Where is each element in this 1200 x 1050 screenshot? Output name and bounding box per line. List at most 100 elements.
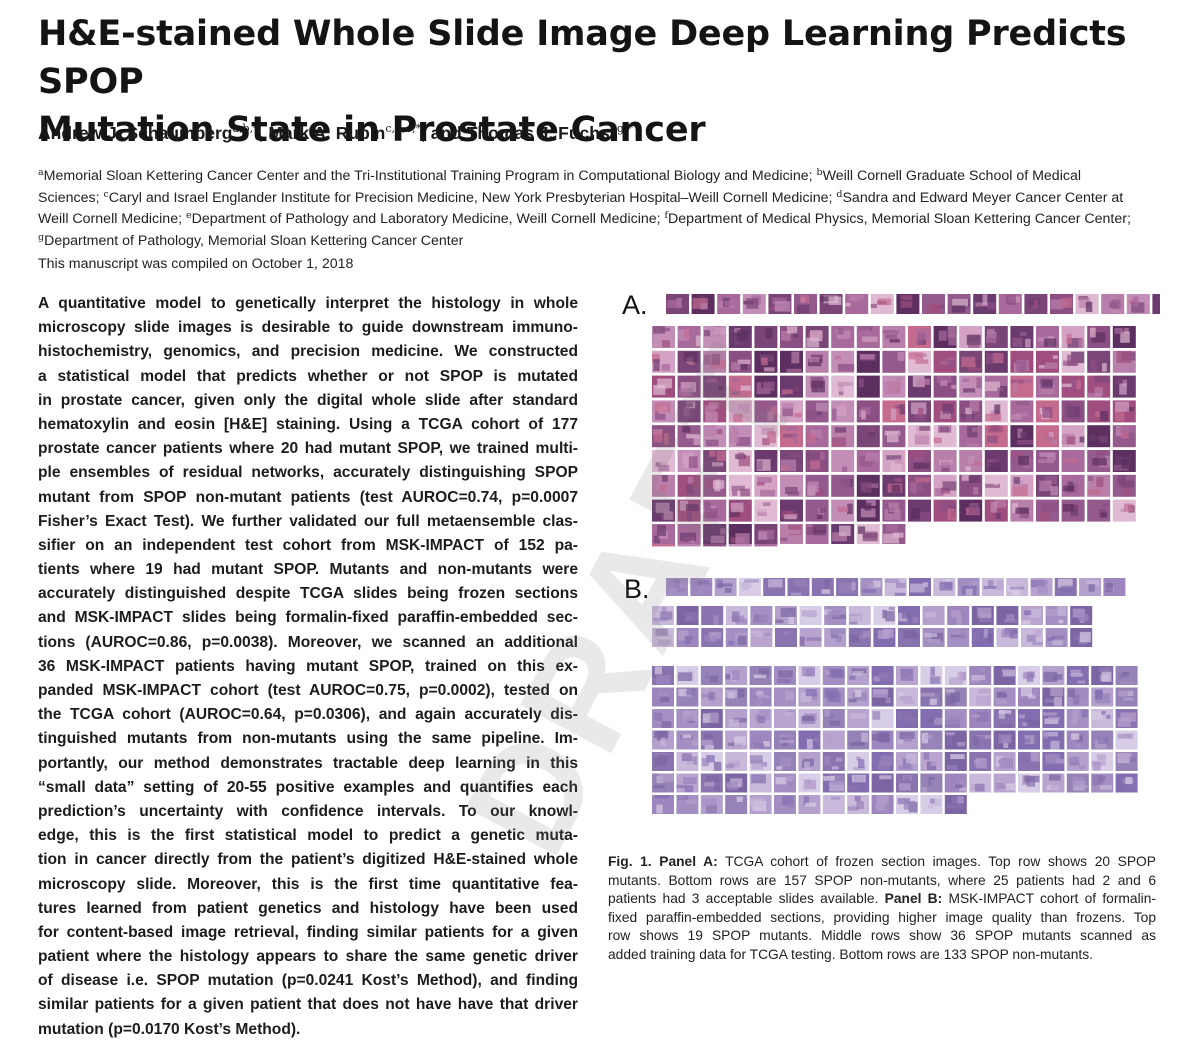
panel-a-mutant-tile xyxy=(794,294,817,314)
panel-a-nonmutant-tile xyxy=(882,499,906,522)
panel-a-nonmutant-tile xyxy=(652,400,675,423)
panel-a-nonmutant-tile xyxy=(933,474,957,497)
panel-a-mutant-tile xyxy=(973,294,997,314)
panel-a-nonmutant-tile xyxy=(1112,350,1136,373)
panel-b-nonmutant-tile xyxy=(676,752,699,771)
panel-a-nonmutant-tile xyxy=(959,499,983,522)
panel-a-nonmutant-tile xyxy=(754,524,778,544)
abstract-line: microscopy slide images is desirable to … xyxy=(38,319,578,337)
panel-b-nonmutant-tile xyxy=(774,773,796,793)
panel-a-nonmutant-tile xyxy=(703,375,727,398)
panel-a-nonmutant-tile xyxy=(984,499,1008,522)
panel-a-nonmutant-tile xyxy=(1010,474,1034,497)
caption-text: MSK-IMPACT cohort of formalin- xyxy=(942,891,1156,906)
panel-b-mutant-tile xyxy=(909,578,931,596)
figure-caption: Fig. 1. Panel A: TCGA cohort of frozen s… xyxy=(608,853,1156,964)
panel-a-nonmutant-tile xyxy=(856,499,880,522)
panel-a-nonmutant-tile xyxy=(780,400,803,423)
author-affiliation-marker: f,g,* xyxy=(609,122,633,135)
panel-a-nonmutant-tile xyxy=(754,350,778,373)
panel-a-nonmutant-tile xyxy=(908,400,931,423)
panel-b-nonmutant-tile xyxy=(774,666,796,685)
panel-a-nonmutant-tile xyxy=(677,499,701,522)
panel-a-nonmutant-tile xyxy=(1010,326,1034,348)
caption-text: patients had 3 acceptable slides availab… xyxy=(608,891,885,906)
panel-a-mutant-tile xyxy=(1075,294,1099,314)
panel-a-nonmutant-tile xyxy=(908,375,931,398)
abstract-line: panded MSK-IMPACT cohort (test AUROC=0.7… xyxy=(38,682,578,699)
panel-b-nonmutant-tile xyxy=(774,730,796,750)
panel-b-nonmutant-tile xyxy=(676,730,699,750)
panel-b-nonmutant-tile xyxy=(1091,666,1114,685)
abstract-line: microscopy slide. Moreover, this is the … xyxy=(38,875,578,893)
panel-a-nonmutant-tile xyxy=(856,400,880,423)
panel-a-nonmutant-tile xyxy=(1036,400,1059,423)
abstract-line: a statistical model that predicts whethe… xyxy=(38,367,578,385)
panel-b-nonmutant-tile xyxy=(1115,773,1138,793)
abstract-line: patient where the histology appears to s… xyxy=(38,948,578,966)
panel-a-nonmutant-tile xyxy=(856,326,880,348)
panel-a-nonmutant-tile xyxy=(1010,350,1034,373)
panel-a-nonmutant-tile xyxy=(677,326,701,348)
panel-b-nonmutant-tile xyxy=(749,795,772,814)
panel-b-added-mutant-tile xyxy=(824,606,847,625)
affiliation-marker: c xyxy=(103,188,109,200)
panel-b-nonmutant-tile xyxy=(822,709,845,728)
abstract-line: similar patients for a given patient tha… xyxy=(38,996,578,1014)
panel-b-nonmutant-tile xyxy=(1066,773,1089,793)
panel-a-nonmutant-tile xyxy=(703,450,727,472)
panel-b-nonmutant-tile xyxy=(652,709,674,728)
panel-a-nonmutant-tile xyxy=(1087,350,1111,373)
panel-a-nonmutant-tile xyxy=(652,450,675,472)
panel-b-added-mutant-tile xyxy=(676,606,699,625)
panel-a-nonmutant-tile xyxy=(780,450,803,472)
panel-b-added-mutant-tile xyxy=(996,628,1019,647)
panel-b-added-mutant-tile xyxy=(971,628,994,647)
panel-a-nonmutant-tile xyxy=(882,350,906,373)
panel-b-nonmutant-tile xyxy=(896,752,918,771)
panel-b-nonmutant-tile xyxy=(920,730,943,750)
panel-a-nonmutant-tile xyxy=(754,425,778,448)
abstract-line: 36 MSK-IMPACT patients having mutant SPO… xyxy=(38,657,578,675)
panel-a-nonmutant-tile xyxy=(652,326,675,348)
panel-b-mutant-tile xyxy=(763,578,786,596)
abstract-line: the TCGA cohort (AUROC=0.64, p=0.0306), … xyxy=(38,706,578,724)
panel-a-nonmutant-tile xyxy=(959,450,983,472)
panel-a-nonmutant-tile xyxy=(652,524,675,544)
panel-b-nonmutant-tile xyxy=(847,730,870,750)
abstract-line: for content-based image retrieval, findi… xyxy=(38,923,578,941)
panel-a-nonmutant-tile xyxy=(805,450,829,472)
panel-b-nonmutant-tile xyxy=(1018,730,1040,750)
panel-a-nonmutant-tile xyxy=(1061,350,1085,373)
abstract-line: tinguished mutants from non-mutants usin… xyxy=(38,730,578,748)
panel-b-nonmutant-tile xyxy=(1091,709,1114,728)
panel-b-nonmutant-tile xyxy=(798,687,821,707)
panel-b-mutant-tile xyxy=(981,578,1004,596)
abstract-line: of disease i.e. SPOP mutation (p=0.0241 … xyxy=(38,972,578,990)
panel-a-mutant-tile xyxy=(691,294,715,314)
panel-b-nonmutant-tile xyxy=(871,795,894,814)
panel-b-nonmutant-tile xyxy=(871,752,894,771)
panel-b-nonmutant-tile xyxy=(1091,773,1114,793)
panel-b-nonmutant-tile xyxy=(1115,687,1138,707)
panel-b-added-mutant-tile xyxy=(701,606,724,625)
panel-b-nonmutant-tile xyxy=(896,666,918,685)
panel-b-nonmutant-tile xyxy=(871,709,894,728)
panel-b-added-mutant-tile xyxy=(750,606,773,625)
panel-b-nonmutant-tile xyxy=(920,687,943,707)
panel-a-nonmutant-tile xyxy=(677,350,701,373)
caption-line: added training data for TCGA testing. Bo… xyxy=(608,946,1156,965)
caption-text: mutants. Bottom rows are 157 SPOP non-mu… xyxy=(608,872,1156,888)
panel-a-nonmutant-tile xyxy=(1087,450,1111,472)
affiliation-text: Department of Pathology and Laboratory M… xyxy=(191,211,665,228)
panel-a-nonmutant-tile xyxy=(728,400,752,423)
panel-b-nonmutant-tile xyxy=(1042,730,1065,750)
panel-a-nonmutant-tile xyxy=(728,350,752,373)
panel-b-nonmutant-tile xyxy=(920,773,943,793)
panel-a-nonmutant-tile xyxy=(831,524,855,544)
panel-a-nonmutant-tile xyxy=(754,474,778,497)
panel-a-nonmutant-tile xyxy=(652,499,675,522)
panel-a-nonmutant-tile xyxy=(908,474,931,497)
panel-a-nonmutant-tile xyxy=(703,425,727,448)
panel-b-nonmutant-tile xyxy=(969,666,992,685)
